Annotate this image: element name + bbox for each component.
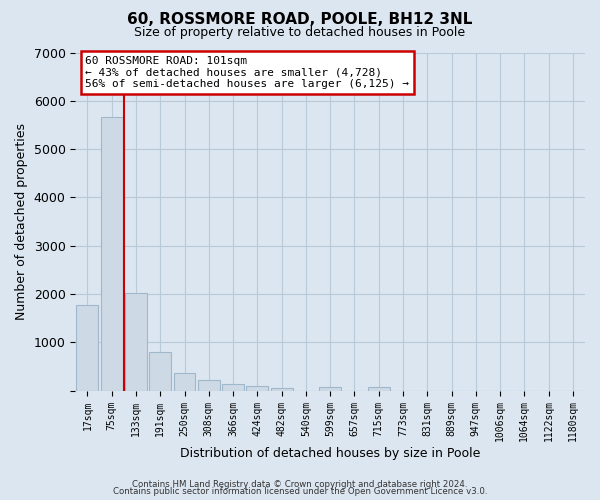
Bar (101, 117, 122, 390)
Bar (271, 388, 293, 390)
Bar (319, 387, 341, 390)
Text: Contains public sector information licensed under the Open Government Licence v3: Contains public sector information licen… (113, 488, 487, 496)
Text: 60, ROSSMORE ROAD, POOLE, BH12 3NL: 60, ROSSMORE ROAD, POOLE, BH12 3NL (127, 12, 473, 28)
Bar (173, 372, 196, 390)
X-axis label: Distribution of detached houses by size in Poole: Distribution of detached houses by size … (180, 447, 481, 460)
Bar (368, 387, 389, 390)
Y-axis label: Number of detached properties: Number of detached properties (15, 123, 28, 320)
Bar (198, 380, 220, 390)
Bar (125, 293, 147, 390)
Text: Size of property relative to detached houses in Poole: Size of property relative to detached ho… (134, 26, 466, 39)
Bar (149, 352, 171, 391)
Bar (222, 384, 244, 390)
Text: Contains HM Land Registry data © Crown copyright and database right 2024.: Contains HM Land Registry data © Crown c… (132, 480, 468, 489)
Bar (76, 304, 98, 390)
Text: 60 ROSSMORE ROAD: 101sqm
← 43% of detached houses are smaller (4,728)
56% of sem: 60 ROSSMORE ROAD: 101sqm ← 43% of detach… (85, 56, 409, 89)
Bar (247, 386, 268, 390)
